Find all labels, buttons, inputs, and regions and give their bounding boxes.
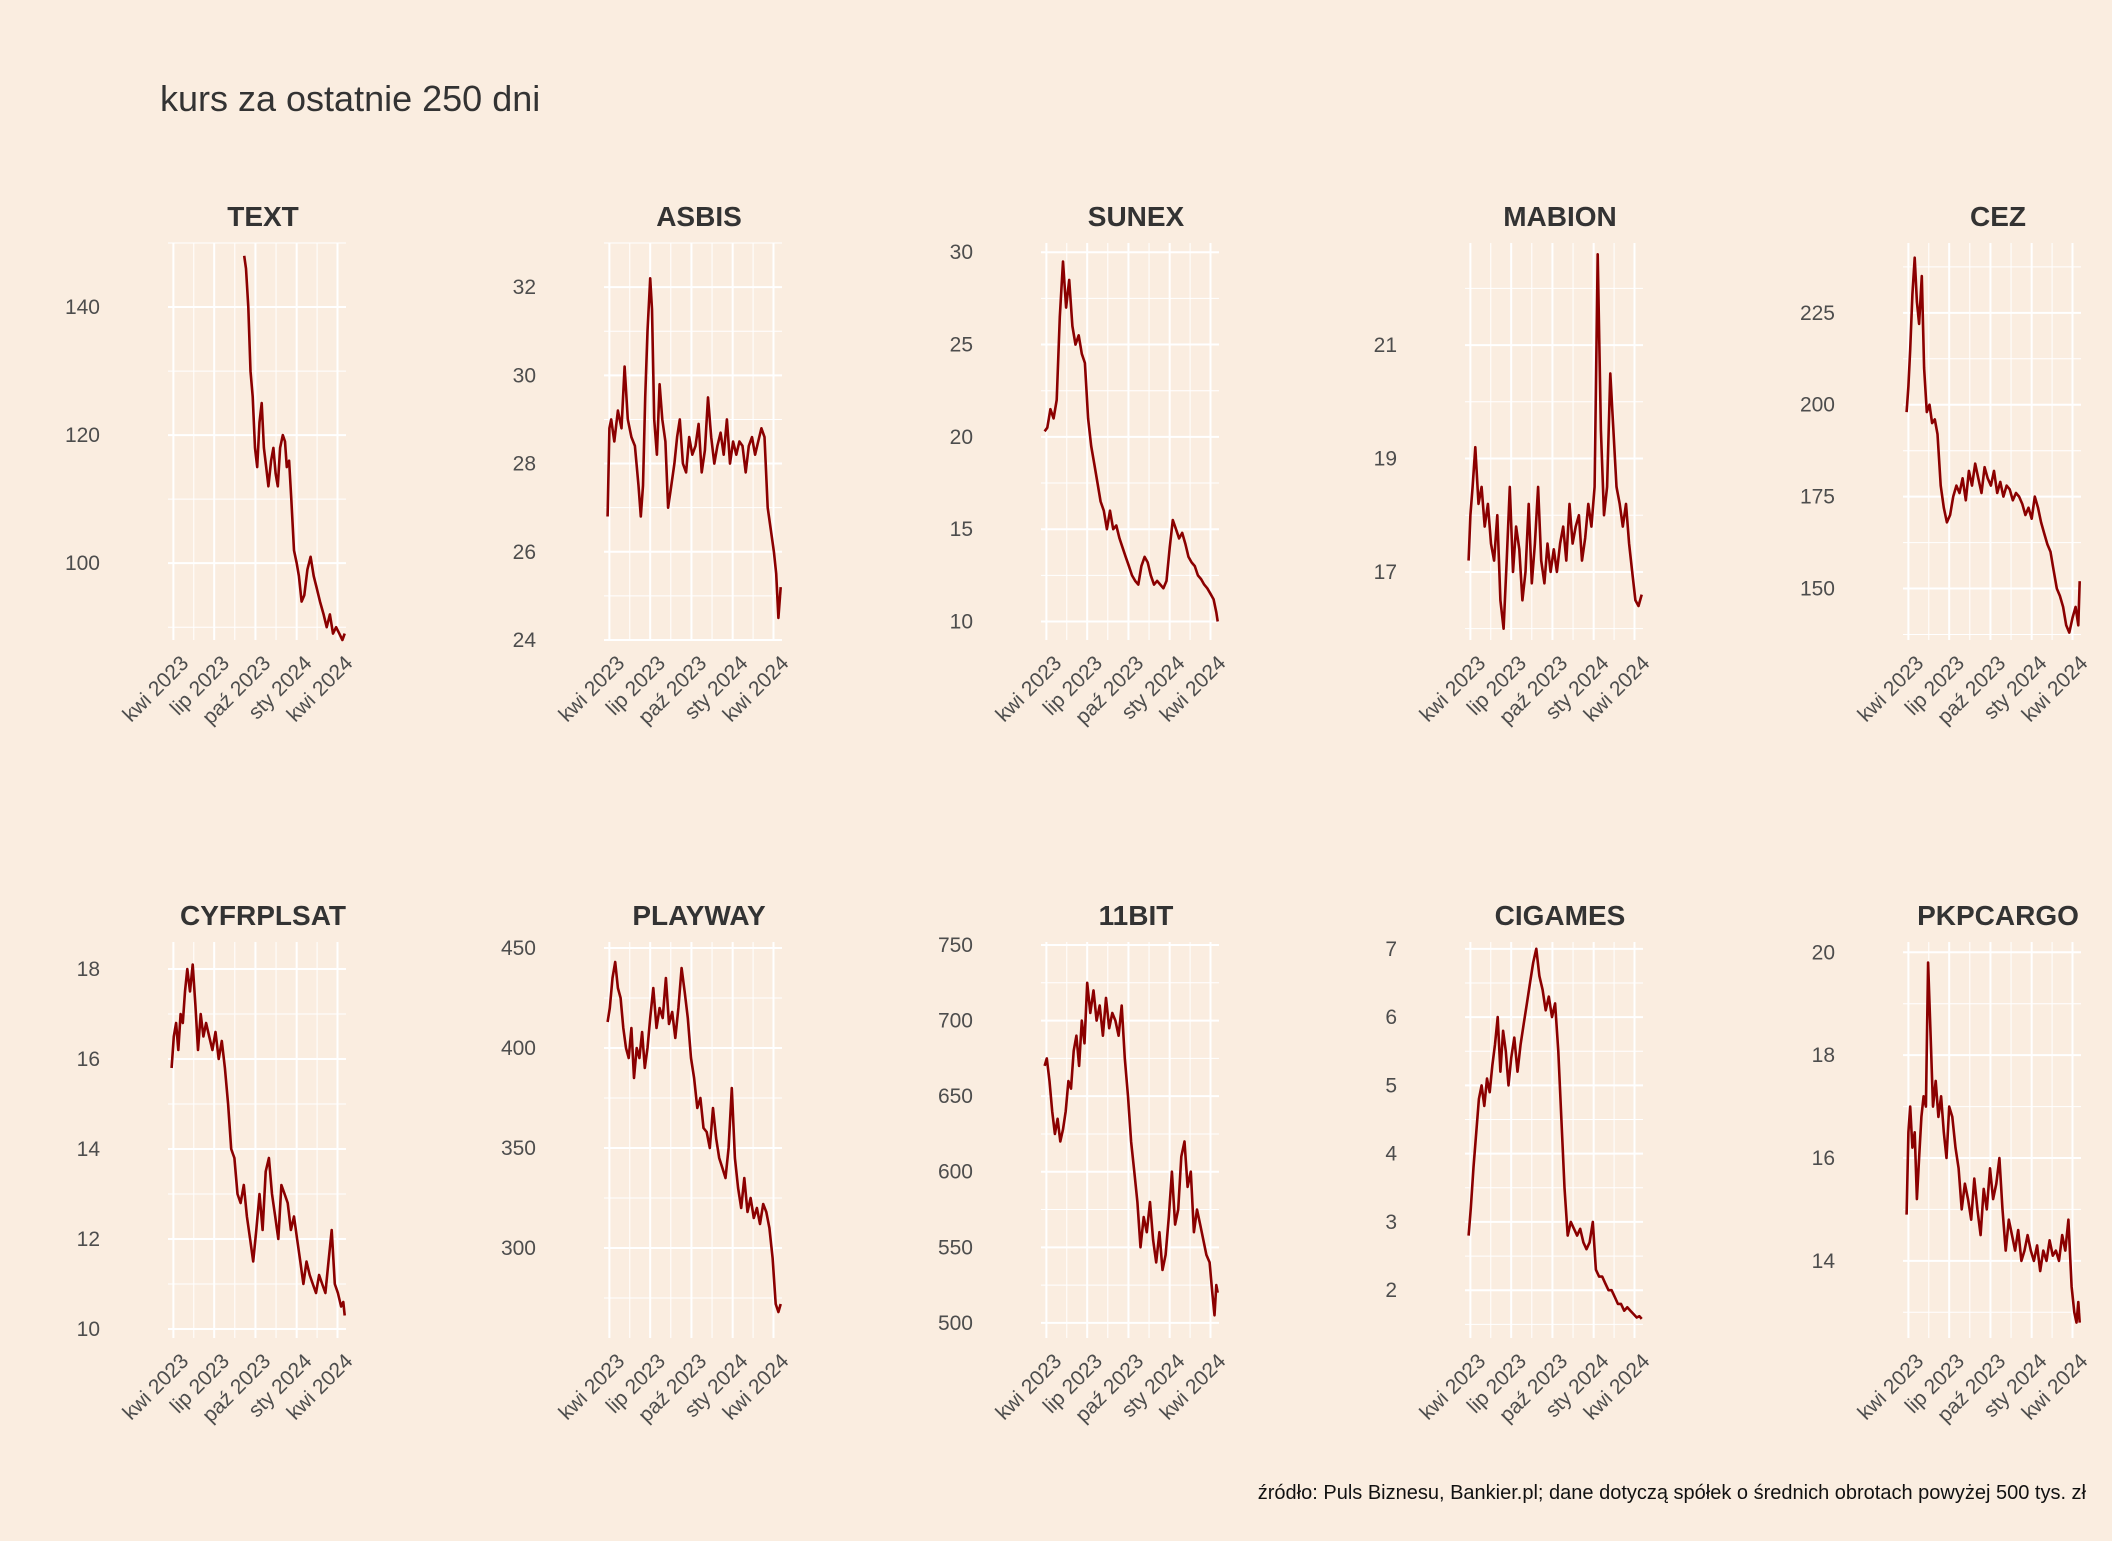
y-tick-label: 5 bbox=[1385, 1074, 1397, 1097]
y-tick-label: 700 bbox=[938, 1010, 973, 1033]
panel-title: 11BIT bbox=[1099, 900, 1174, 931]
y-tick-label: 21 bbox=[1374, 334, 1397, 357]
panel-title: PKPCARGO bbox=[1917, 900, 2079, 931]
y-tick-label: 10 bbox=[950, 611, 973, 634]
series-line-11bit bbox=[1043, 981, 1219, 1317]
y-tick-label: 175 bbox=[1800, 486, 1835, 509]
y-tick-label: 6 bbox=[1385, 1006, 1397, 1029]
y-tick-label: 24 bbox=[513, 629, 537, 652]
y-tick-label: 650 bbox=[938, 1085, 973, 1108]
y-tick-label: 30 bbox=[950, 241, 973, 264]
y-tick-label: 120 bbox=[65, 424, 100, 447]
series-line-mabion bbox=[1467, 253, 1643, 631]
y-tick-label: 400 bbox=[501, 1037, 536, 1060]
y-tick-label: 14 bbox=[77, 1138, 101, 1161]
y-tick-label: 14 bbox=[1812, 1250, 1836, 1273]
y-tick-label: 16 bbox=[1812, 1147, 1835, 1170]
y-tick-label: 500 bbox=[938, 1312, 973, 1335]
y-tick-label: 300 bbox=[501, 1237, 536, 1260]
y-tick-label: 200 bbox=[1800, 394, 1835, 417]
y-tick-label: 10 bbox=[77, 1318, 100, 1341]
series-line-cez bbox=[1905, 256, 2081, 634]
y-tick-label: 18 bbox=[77, 958, 100, 981]
y-tick-label: 100 bbox=[65, 552, 100, 575]
panel-title: SUNEX bbox=[1088, 201, 1185, 232]
y-tick-label: 15 bbox=[950, 518, 973, 541]
y-tick-label: 2 bbox=[1385, 1279, 1397, 1302]
panel-title: CEZ bbox=[1970, 201, 2026, 232]
series-line-cigames bbox=[1467, 947, 1643, 1320]
y-tick-label: 28 bbox=[513, 453, 536, 476]
panel-title: TEXT bbox=[227, 201, 299, 232]
series-line-pkpcargo bbox=[1905, 961, 2081, 1324]
panel-title: CYFRPLSAT bbox=[180, 900, 346, 931]
y-tick-label: 150 bbox=[1800, 578, 1835, 601]
y-tick-label: 550 bbox=[938, 1236, 973, 1259]
y-tick-label: 20 bbox=[950, 426, 973, 449]
y-tick-label: 18 bbox=[1812, 1044, 1835, 1067]
series-line-playway bbox=[606, 960, 782, 1314]
panel-title: ASBIS bbox=[656, 201, 742, 232]
y-tick-label: 600 bbox=[938, 1161, 973, 1184]
y-tick-label: 140 bbox=[65, 296, 100, 319]
y-tick-label: 30 bbox=[513, 364, 536, 387]
panel-title: CIGAMES bbox=[1495, 900, 1626, 931]
series-line-sunex bbox=[1043, 260, 1219, 622]
y-tick-label: 12 bbox=[77, 1228, 100, 1251]
y-tick-label: 26 bbox=[513, 541, 536, 564]
y-tick-label: 16 bbox=[77, 1048, 100, 1071]
y-tick-label: 350 bbox=[501, 1137, 536, 1160]
y-tick-label: 20 bbox=[1812, 941, 1835, 964]
panel-title: MABION bbox=[1503, 201, 1617, 232]
y-tick-label: 3 bbox=[1385, 1211, 1397, 1234]
y-tick-label: 17 bbox=[1374, 561, 1397, 584]
panel-title: PLAYWAY bbox=[632, 900, 766, 931]
y-tick-label: 450 bbox=[501, 937, 536, 960]
y-tick-label: 225 bbox=[1800, 302, 1835, 325]
y-tick-label: 25 bbox=[950, 334, 973, 357]
y-tick-label: 7 bbox=[1385, 938, 1397, 961]
y-tick-label: 750 bbox=[938, 934, 973, 957]
series-line-asbis bbox=[606, 276, 782, 620]
y-tick-label: 4 bbox=[1385, 1143, 1397, 1166]
y-tick-label: 32 bbox=[513, 276, 536, 299]
series-line-cyfrplsat bbox=[170, 963, 346, 1316]
page-title: kurs za ostatnie 250 dni bbox=[160, 78, 541, 119]
y-tick-label: 19 bbox=[1374, 448, 1397, 471]
source-caption: źródło: Puls Biznesu, Bankier.pl; dane d… bbox=[1257, 1482, 2086, 1504]
series-line-text bbox=[242, 255, 346, 642]
